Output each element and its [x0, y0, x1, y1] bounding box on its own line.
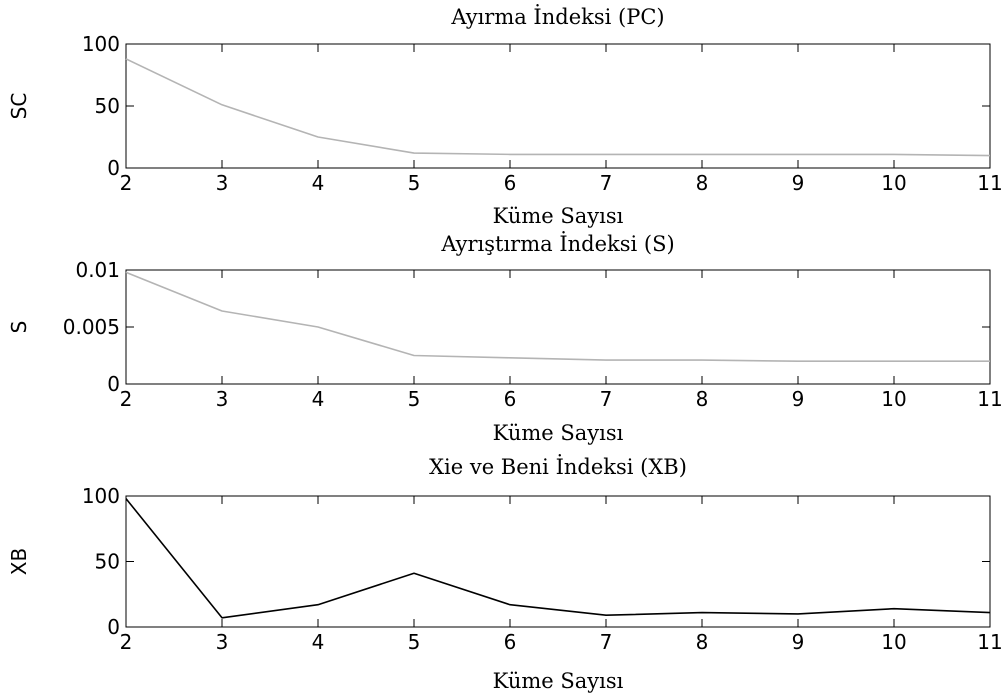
y-axis-label: S — [7, 321, 31, 334]
x-tick-label: 7 — [600, 171, 613, 195]
x-tick-label: 6 — [504, 171, 517, 195]
x-tick-label: 8 — [696, 630, 709, 654]
plot-area — [125, 43, 991, 169]
x-tick-label: 9 — [792, 171, 805, 195]
x-tick-label: 7 — [600, 387, 613, 411]
x-tick-label: 5 — [408, 630, 421, 654]
x-axis-label: Küme Sayısı — [493, 421, 624, 445]
x-tick-label: 3 — [216, 387, 229, 411]
y-axis-label: SC — [7, 93, 31, 120]
x-tick-label: 4 — [312, 630, 325, 654]
plot-area — [125, 495, 991, 628]
chart-panel-2: 2 3 4 5 6 7 8 9 10 11 0 0.005 0.01 Ayrıştırma İndeksi… — [7, 232, 1003, 445]
x-tick-label: 7 — [600, 630, 613, 654]
x-tick-label: 10 — [881, 171, 906, 195]
series-line — [125, 271, 990, 363]
y-tick-label: 100 — [82, 32, 120, 56]
series-line — [125, 498, 991, 619]
y-tick-label: 100 — [82, 484, 120, 508]
x-tick-label: 2 — [120, 387, 133, 411]
y-tick-label: 50 — [95, 550, 120, 574]
x-tick-label: 8 — [696, 387, 709, 411]
y-tick-label: 0.01 — [75, 258, 120, 282]
x-tick-label: 5 — [408, 171, 421, 195]
x-tick-label: 10 — [881, 387, 906, 411]
chart-panel-3: 2 3 4 5 6 7 8 9 10 11 0 50 100 Xie ve Beni İndeksi (X… — [7, 455, 1003, 693]
x-tick-label: 2 — [120, 630, 133, 654]
x-axis-label: Küme Sayısı — [493, 204, 624, 228]
x-tick-label: 9 — [792, 630, 805, 654]
x-tick-label: 4 — [312, 171, 325, 195]
x-tick-label: 3 — [216, 630, 229, 654]
y-tick-label: 0.005 — [63, 315, 120, 339]
x-tick-label: 9 — [792, 387, 805, 411]
y-tick-label: 0 — [107, 372, 120, 396]
x-tick-label: 11 — [977, 387, 1002, 411]
x-tick-label: 6 — [504, 387, 517, 411]
x-tick-label: 11 — [977, 630, 1002, 654]
series-line — [125, 58, 991, 157]
chart-title: Ayrıştırma İndeksi (S) — [440, 232, 674, 256]
x-tick-label: 4 — [312, 387, 325, 411]
x-tick-label: 3 — [216, 171, 229, 195]
plot-area — [125, 269, 991, 385]
x-axis-label: Küme Sayısı — [493, 669, 624, 693]
x-tick-label: 6 — [504, 630, 517, 654]
x-tick-label: 10 — [881, 630, 906, 654]
chart-panel-1: 2 3 4 5 6 7 8 9 10 11 0 50 100 Ayırma İndeksi (PC) Küm… — [7, 5, 1003, 228]
x-tick-label: 2 — [120, 171, 133, 195]
y-tick-label: 0 — [107, 615, 120, 639]
y-axis-label: XB — [7, 548, 31, 575]
y-tick-label: 50 — [95, 94, 120, 118]
x-tick-label: 5 — [408, 387, 421, 411]
chart-title: Ayırma İndeksi (PC) — [450, 5, 664, 29]
chart-title: Xie ve Beni İndeksi (XB) — [429, 455, 687, 479]
x-tick-label: 8 — [696, 171, 709, 195]
x-tick-label: 11 — [977, 171, 1002, 195]
y-tick-label: 0 — [107, 156, 120, 180]
